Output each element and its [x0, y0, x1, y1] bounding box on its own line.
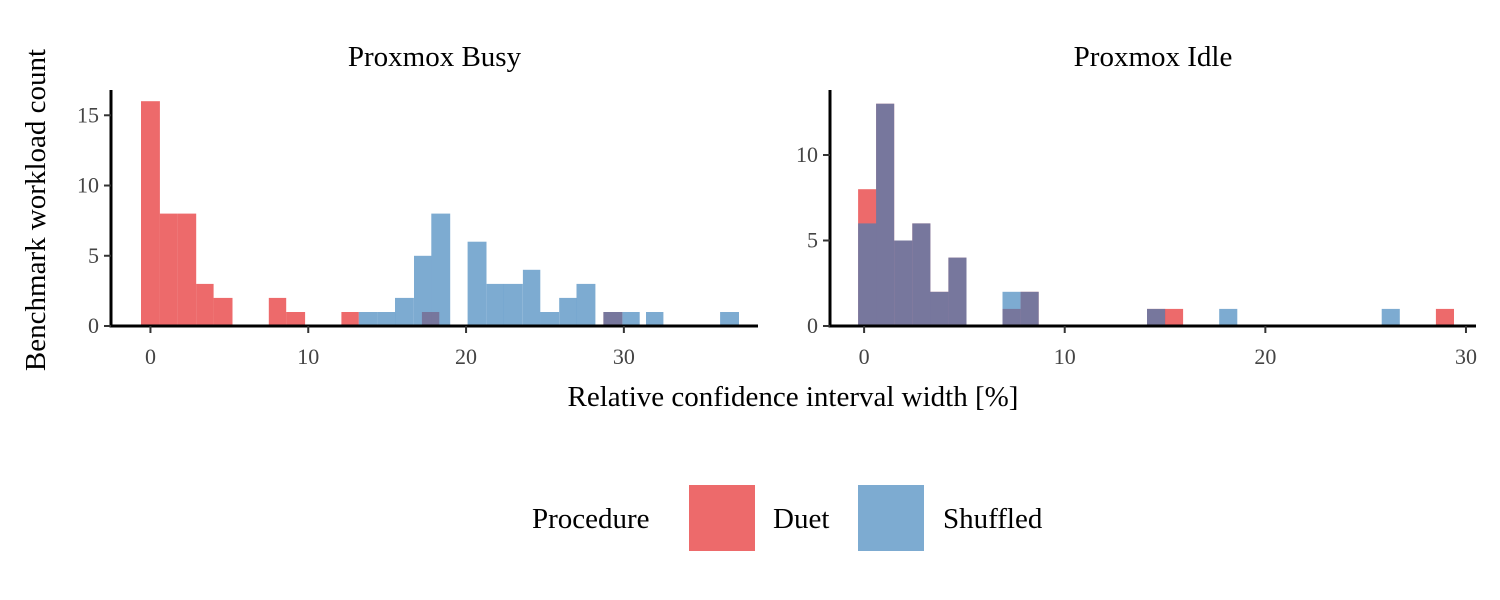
x-tick-label: 20 — [455, 344, 477, 369]
histogram-bar-shuffled — [358, 312, 378, 326]
y-tick-label: 5 — [807, 227, 818, 252]
y-tick-label: 0 — [88, 313, 99, 338]
x-tick-label: 0 — [859, 344, 870, 369]
histogram-bar-shuffled — [720, 312, 739, 326]
x-tick-label: 20 — [1254, 344, 1276, 369]
x-tick-label: 0 — [145, 344, 156, 369]
series-shuffled — [858, 103, 1400, 326]
histogram-bar-duet — [159, 213, 178, 326]
x-tick-label: 10 — [1054, 344, 1076, 369]
x-tick-label: 30 — [1455, 344, 1477, 369]
histogram-bar-duet — [141, 101, 160, 326]
y-tick-label: 10 — [796, 142, 818, 167]
legend-key-shuffled — [858, 485, 924, 551]
x-tick-label: 10 — [297, 344, 319, 369]
legend-label-shuffled: Shuffled — [943, 503, 1043, 535]
histogram-bar-duet — [196, 283, 214, 326]
histogram-bar-duet — [213, 297, 233, 326]
histogram-bar-shuffled — [1002, 291, 1021, 326]
histogram-bar-shuffled — [395, 297, 414, 326]
histogram-bar-shuffled — [503, 283, 523, 326]
histogram-bar-shuffled — [540, 312, 560, 326]
histogram-bar-shuffled — [377, 312, 396, 326]
y-axis-title: Benchmark workload count — [20, 49, 52, 371]
legend-key-duet — [689, 485, 755, 551]
histogram-bar-shuffled — [522, 269, 541, 326]
histogram-bar-shuffled — [486, 283, 504, 326]
histogram-bar-shuffled — [1020, 291, 1039, 326]
histogram-bar-shuffled — [603, 312, 623, 326]
histogram-bar-shuffled — [414, 255, 432, 326]
histogram-bar-shuffled — [1147, 308, 1166, 326]
legend-title: Procedure — [532, 503, 650, 535]
histogram-bar-shuffled — [467, 241, 487, 326]
histogram-bar-shuffled — [930, 291, 949, 326]
histogram-bar-shuffled — [622, 312, 640, 326]
panel-title: Proxmox Busy — [348, 41, 522, 73]
histogram-bar-shuffled — [646, 312, 664, 326]
legend-label-duet: Duet — [773, 503, 829, 535]
histogram-bar-shuffled — [894, 240, 913, 326]
histogram-bar-shuffled — [912, 223, 931, 326]
histogram-bar-shuffled — [431, 213, 451, 326]
panel-title: Proxmox Idle — [1074, 41, 1233, 73]
histogram-bar-shuffled — [559, 297, 577, 326]
y-tick-label: 10 — [77, 173, 99, 198]
series-shuffled — [358, 213, 739, 326]
histogram-bar-shuffled — [948, 257, 967, 326]
histogram-bar-shuffled — [876, 103, 895, 326]
panel-proxmox-idle: Proxmox Idle 0 5 10 0 10 20 30 — [796, 41, 1477, 369]
y-tick-label: 0 — [807, 313, 818, 338]
histogram-bar-duet — [286, 312, 306, 326]
histogram-bar-duet — [177, 213, 197, 326]
x-axis-title: Relative confidence interval width [%] — [568, 381, 1019, 413]
histogram-bar-shuffled — [1381, 308, 1400, 326]
panel-proxmox-busy: Proxmox Busy 0 5 10 15 0 10 20 30 — [77, 41, 758, 369]
legend: Procedure Duet Shuffled — [532, 485, 1043, 551]
histogram-bar-duet — [268, 297, 287, 326]
histogram-bar-duet — [1435, 308, 1454, 326]
y-tick-label: 5 — [88, 243, 99, 268]
histogram-bar-duet — [341, 312, 359, 326]
histogram-bar-shuffled — [576, 283, 596, 326]
histogram-bar-shuffled — [1219, 308, 1238, 326]
histogram-bar-duet — [1165, 308, 1184, 326]
y-tick-label: 15 — [77, 102, 99, 127]
x-tick-label: 30 — [613, 344, 635, 369]
histogram-bar-shuffled — [858, 223, 877, 326]
series-duet — [141, 101, 623, 326]
